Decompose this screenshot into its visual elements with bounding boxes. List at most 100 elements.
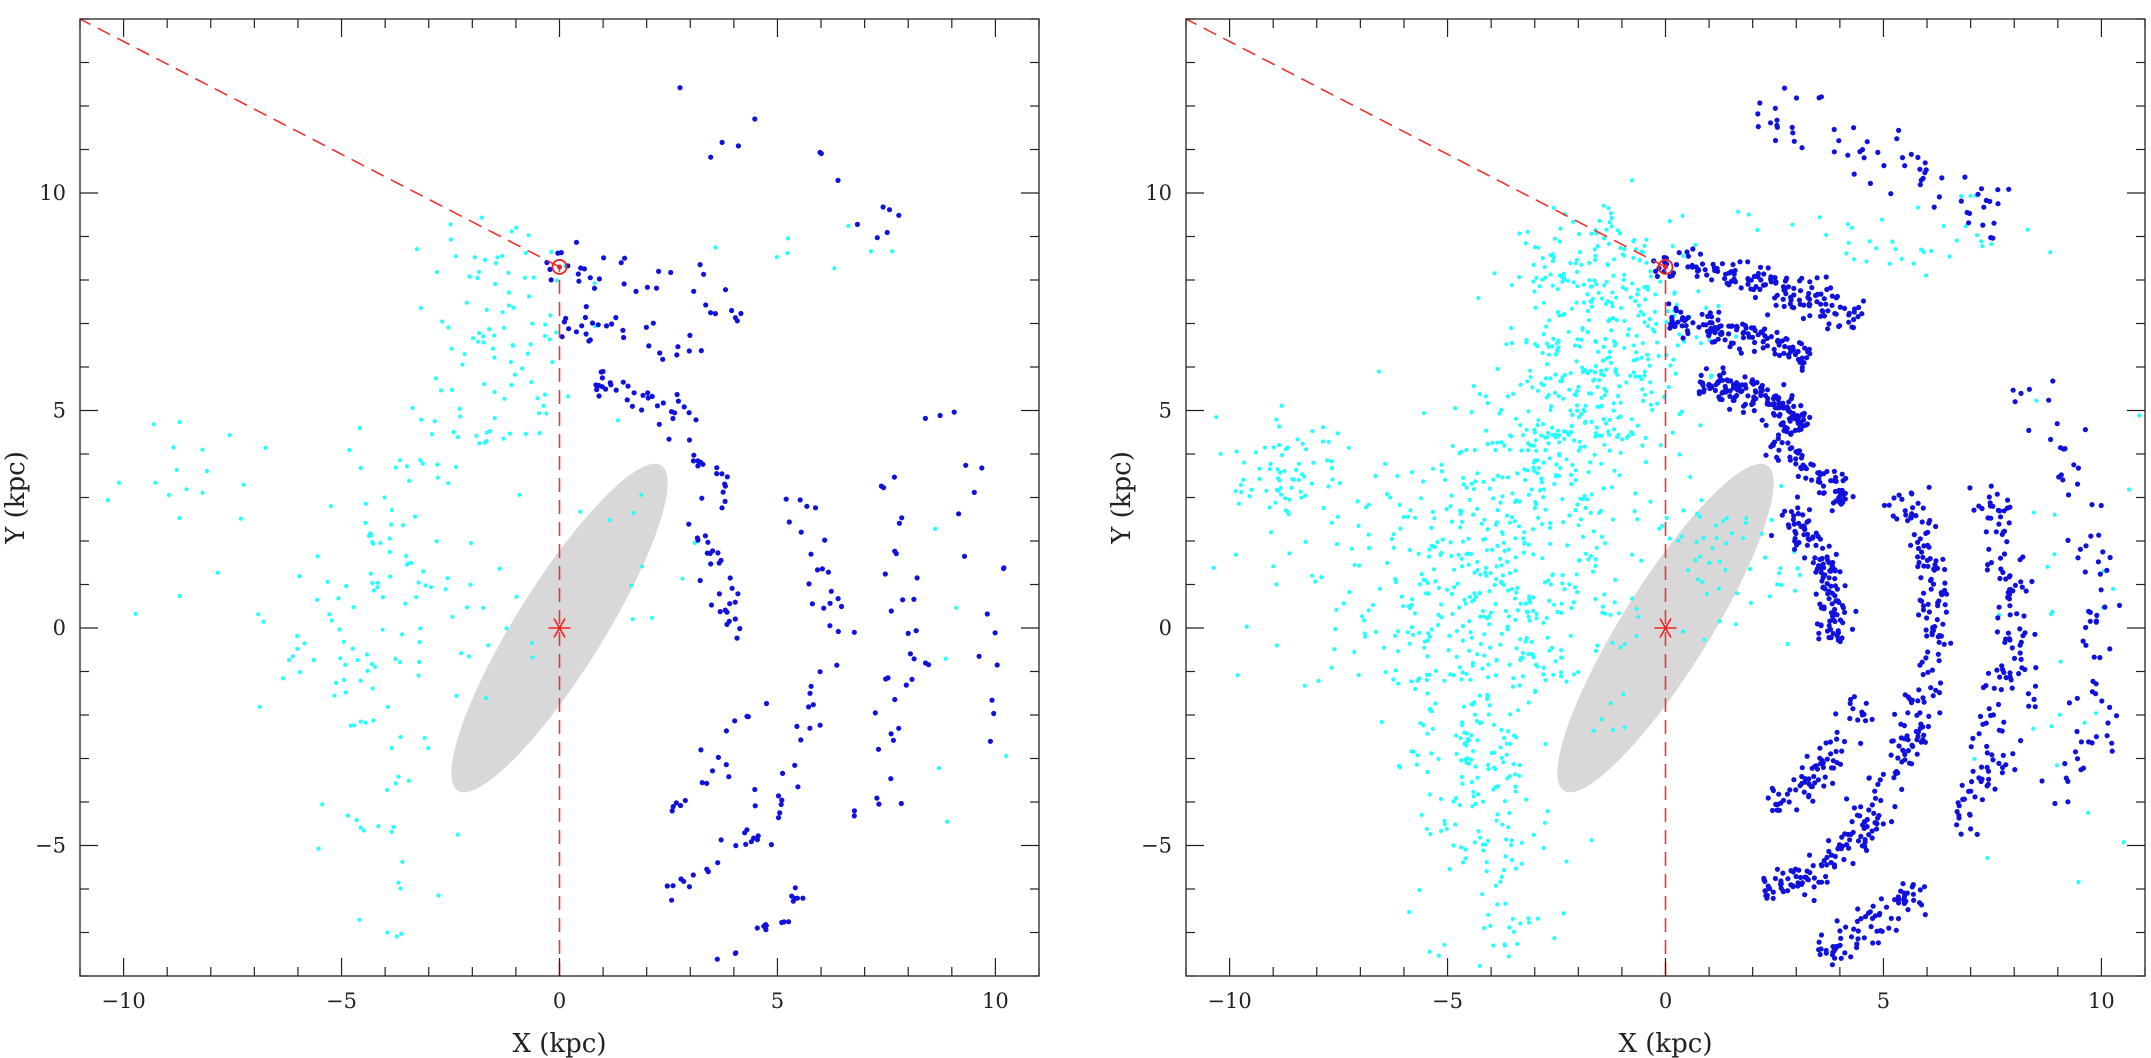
data-point-cyan [1460,670,1465,675]
data-point-blue [1992,786,1998,792]
data-point-cyan [528,342,533,347]
data-point-blue [1916,612,1922,618]
data-point-cyan [1531,443,1536,448]
data-point-cyan [1334,607,1339,612]
data-point-cyan [1446,648,1451,653]
data-point-blue [1931,204,1937,210]
data-point-blue [1774,122,1780,128]
data-point-cyan [1397,502,1402,508]
data-point-cyan [1472,712,1477,717]
data-point-blue [708,154,714,160]
data-point-blue [1986,706,1992,712]
data-point-cyan [1573,261,1578,266]
data-point-blue [644,284,651,290]
data-point-blue [1779,440,1785,446]
data-point-cyan [1602,442,1607,447]
data-point-blue [1925,723,1931,730]
data-point-blue [2000,667,2006,673]
data-point-blue [1870,940,1876,946]
data-point-cyan [1575,590,1580,595]
data-point-blue [1902,163,1908,169]
x-axis-label: X (kpc) [1618,1029,1712,1058]
data-point-blue [1745,281,1751,287]
data-point-blue [734,635,740,641]
data-point-cyan [1469,702,1474,707]
data-point-cyan [1620,437,1625,442]
data-point-blue [1804,355,1810,361]
data-point-cyan [1565,543,1570,548]
data-point-cyan [1481,479,1486,484]
data-point-cyan [1494,657,1499,662]
data-point-cyan [1502,443,1507,448]
data-point-cyan [1399,594,1404,599]
data-point-blue [1772,351,1778,357]
data-point-blue [1837,928,1843,934]
data-point-cyan [1457,802,1462,808]
data-point-cyan [554,330,559,335]
data-point-cyan [1980,244,1985,249]
data-point-cyan [1652,309,1657,314]
data-point-cyan [1333,627,1338,632]
data-point-cyan [2034,398,2039,403]
data-point-cyan [1329,466,1334,471]
data-point-blue [1851,316,1857,323]
data-point-cyan [1458,758,1464,763]
data-point-cyan [1407,909,1412,915]
data-point-blue [1809,285,1815,291]
data-point-blue [809,601,816,607]
data-point-cyan [1642,369,1647,374]
data-point-cyan [1495,902,1500,907]
data-point-cyan [1629,417,1634,422]
data-point-cyan [398,660,403,665]
data-point-cyan [1654,340,1660,345]
data-point-cyan [1582,420,1587,426]
y-tick-label: 10 [1145,181,1172,205]
data-point-cyan [1583,551,1588,556]
data-point-cyan [1483,842,1488,847]
data-point-blue [1959,782,1965,788]
data-point-cyan [1409,625,1414,630]
data-point-blue [1811,773,1817,780]
data-point-cyan [1498,556,1503,562]
data-point-cyan [1583,403,1588,408]
data-point-cyan [1409,679,1414,684]
data-point-cyan [1500,531,1505,537]
data-point-cyan [1460,720,1465,725]
data-point-cyan [116,480,121,485]
data-point-blue [707,550,713,557]
data-point-cyan [1531,465,1536,470]
data-point-cyan [1389,536,1394,542]
data-point-cyan [1490,547,1495,552]
data-point-blue [1730,385,1736,391]
data-point-cyan [1453,733,1459,738]
data-point-blue [1795,356,1801,363]
data-point-blue [2107,646,2113,652]
data-point-blue [994,662,1000,668]
data-point-cyan [497,566,502,571]
data-point-blue [643,324,650,330]
data-point-cyan [1487,703,1492,708]
data-point-blue [804,503,810,509]
data-point-cyan [1509,857,1514,863]
data-point-blue [1716,309,1722,315]
data-point-blue [1818,932,1825,938]
data-point-blue [1826,848,1832,855]
data-point-blue [1722,337,1728,343]
data-point-cyan [1458,736,1463,741]
data-point-cyan [1559,648,1564,653]
data-point-blue [691,452,697,458]
data-point-blue [1679,316,1685,323]
data-point-blue [1841,856,1847,863]
data-point-blue [882,571,888,577]
data-point-cyan [1464,760,1470,766]
data-point-cyan [1576,415,1582,420]
data-point-blue [886,207,893,213]
data-point-cyan [345,813,351,818]
data-point-blue [1793,456,1799,462]
data-point-cyan [1484,869,1489,874]
data-point-blue [1869,716,1875,723]
data-point-cyan [1425,580,1430,586]
data-point-cyan [1519,861,1524,866]
data-point-blue [1757,286,1763,292]
data-point-blue [1894,516,1900,522]
